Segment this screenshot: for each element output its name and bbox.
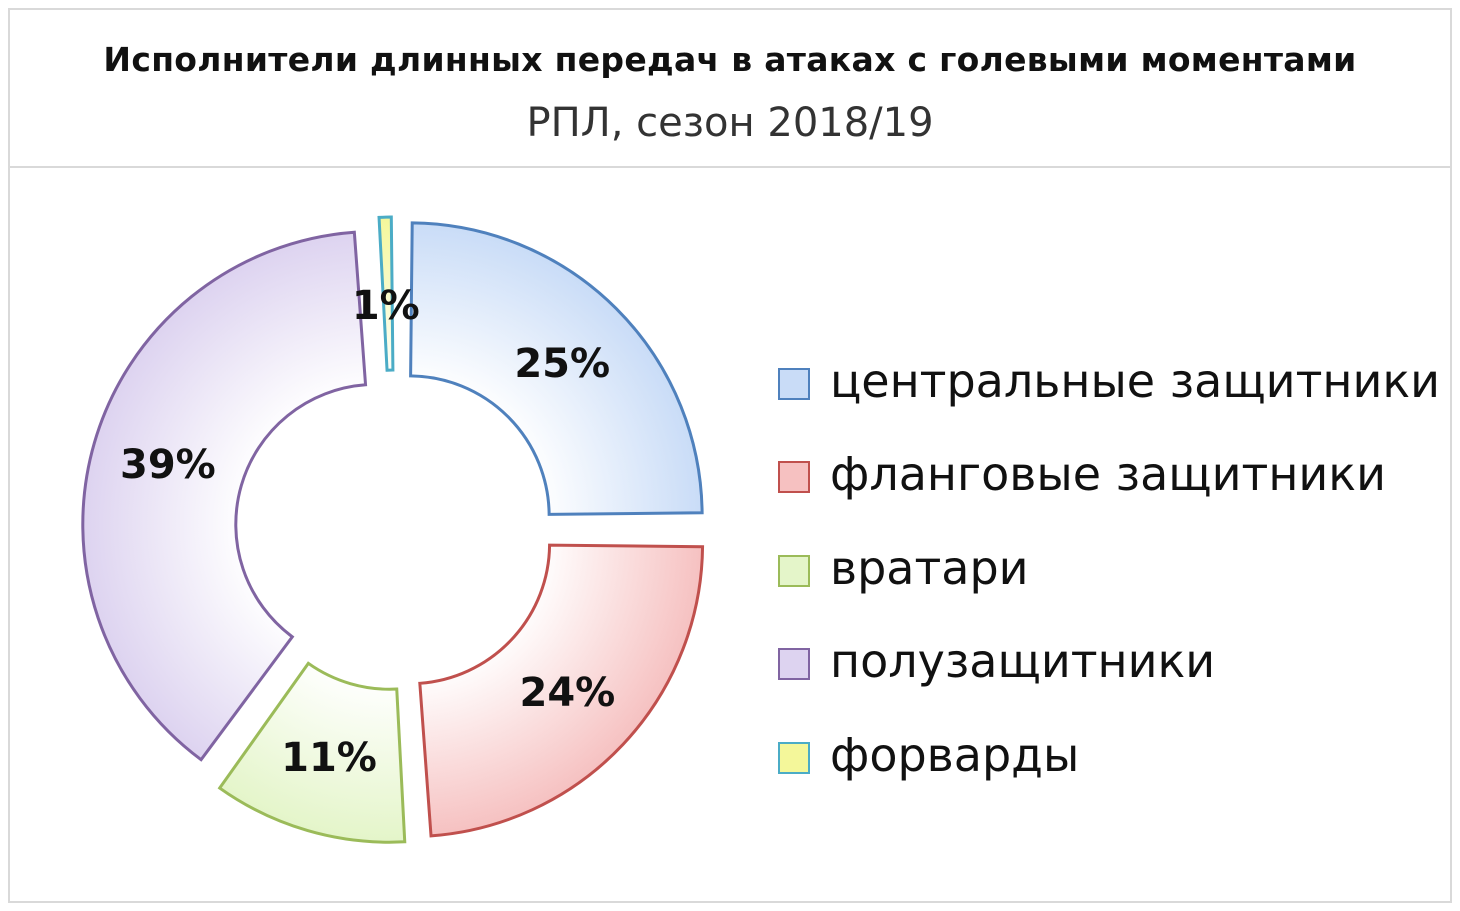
- slice-1: [409, 221, 704, 516]
- legend-swatch: [778, 368, 810, 400]
- legend-label: вратари: [830, 541, 1029, 595]
- chart-subtitle: РПЛ, сезон 2018/19: [526, 100, 934, 146]
- slice-2: [418, 543, 705, 838]
- legend-item-fullbacks: фланговые защитники: [778, 447, 1418, 513]
- slice-label-3: 11%: [281, 735, 377, 781]
- legend-item-goalkeepers: вратари: [778, 541, 1418, 607]
- legend-item-midfielders: полузащитники: [778, 634, 1418, 700]
- legend-swatch: [778, 555, 810, 587]
- slice-label-4: 39%: [120, 442, 216, 488]
- legend-swatch: [778, 648, 810, 680]
- slice-4: [81, 230, 368, 762]
- slice-5: [377, 215, 395, 372]
- slice-label-1: 25%: [514, 341, 610, 387]
- legend-label: форварды: [830, 728, 1080, 782]
- legend-label: фланговые защитники: [830, 447, 1386, 501]
- legend-label: центральные защитники: [830, 354, 1441, 408]
- chart-header: Исполнители длинных передач в атаках с г…: [10, 10, 1450, 168]
- slice-3: [217, 661, 407, 844]
- chart-title: Исполнители длинных передач в атаках с г…: [103, 40, 1357, 79]
- legend-swatch: [778, 742, 810, 774]
- slice-label-5: 1%: [352, 283, 420, 329]
- legend-label: полузащитники: [830, 634, 1216, 688]
- legend-item-central-defenders: центральные защитники: [778, 354, 1440, 420]
- legend-item-forwards: форварды: [778, 728, 1418, 794]
- slice-label-2: 24%: [520, 670, 616, 716]
- legend-swatch: [778, 461, 810, 493]
